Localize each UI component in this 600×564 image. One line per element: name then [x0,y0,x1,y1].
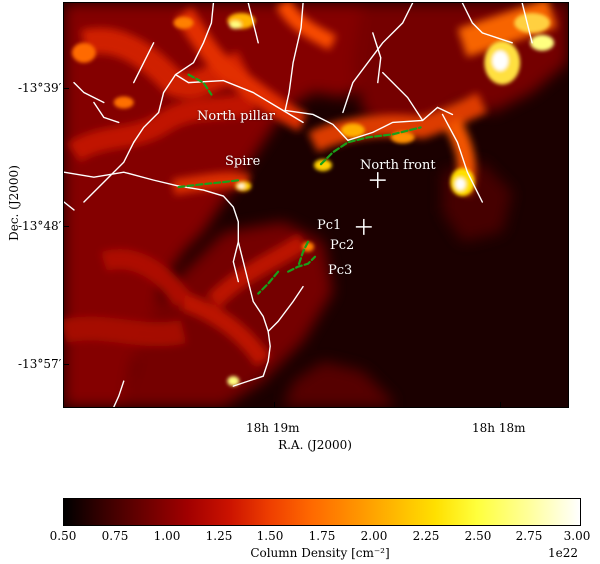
colorbar-tick-2: 1.00 [153,529,181,543]
x-tick-label-1: 18h 19m [246,421,300,435]
colorbar-tick-0: 0.50 [49,529,77,543]
colorbar-tick-6: 2.00 [360,529,388,543]
colorbar-label: Column Density [cm⁻²] [250,546,390,560]
y-tick-mark-1 [63,88,69,89]
y-tick-label-2: -13°48′ [18,219,62,233]
y-tick-mark-3 [63,364,69,365]
label-pc1: Pc1 [317,218,342,233]
cross-markers [355,172,386,235]
colorbar-tick-5: 1.75 [308,529,336,543]
colorbar-exponent: 1e22 [548,546,579,560]
x-axis-label: R.A. (J2000) [278,438,352,452]
x-tick-mark-2 [500,402,501,408]
y-tick-label-3: -13°57′ [18,357,62,371]
y-tick-label-1: -13°39′ [18,81,62,95]
label-north-front: North front [360,158,436,173]
x-tick-label-2: 18h 18m [472,421,526,435]
label-pc2: Pc2 [330,238,355,253]
column-density-map: North pillar Spire North front Pc1 Pc2 P… [63,2,569,408]
label-north-pillar: North pillar [197,109,275,124]
colorbar-tick-3: 1.25 [205,529,233,543]
label-pc3: Pc3 [328,263,353,278]
colorbar-tick-4: 1.50 [256,529,284,543]
label-spire: Spire [225,154,261,169]
x-tick-mark-1 [274,402,275,408]
colorbar-tick-1: 0.75 [101,529,129,543]
colorbar-tick-8: 2.50 [464,529,492,543]
y-tick-mark-2 [63,226,69,227]
colorbar-tick-10: 3.00 [563,529,591,543]
colorbar [63,498,581,526]
y-axis-label: Dec. (J2000) [7,165,21,241]
map-image [64,3,568,407]
colorbar-tick-7: 2.25 [412,529,440,543]
colorbar-tick-9: 2.75 [515,529,543,543]
